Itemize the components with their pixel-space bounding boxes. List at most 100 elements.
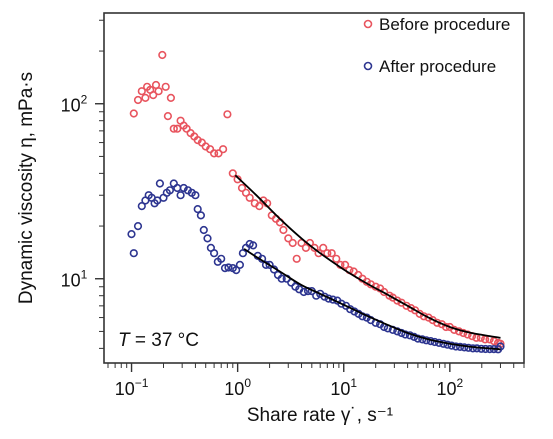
temperature-symbol: T (118, 330, 131, 351)
y-tick-exponent: 2 (81, 93, 88, 107)
data-point (319, 243, 328, 252)
data-point (279, 225, 288, 235)
x-tick-label: 10−1 (115, 376, 149, 399)
data-point (210, 149, 219, 158)
data-point (137, 87, 146, 96)
x-axis: 10−1 100 101 102 (107, 363, 525, 399)
data-point (203, 234, 212, 243)
series-layer (127, 50, 505, 354)
data-point (292, 254, 301, 263)
data-point (463, 330, 472, 339)
x-tick-base: 10 (436, 379, 456, 399)
data-point (127, 230, 136, 239)
data-point (133, 95, 143, 105)
data-point (277, 274, 286, 283)
data-point (327, 249, 336, 258)
y-tick-label: 102 (61, 93, 88, 116)
x-tick-label: 100 (224, 376, 251, 399)
data-point (406, 304, 416, 313)
data-point (489, 337, 499, 346)
data-point (217, 254, 226, 263)
data-point (133, 222, 143, 231)
data-point (161, 82, 170, 91)
data-point (235, 260, 244, 270)
data-point (228, 169, 237, 178)
data-point (191, 191, 200, 200)
data-point (220, 264, 230, 273)
data-point (249, 241, 258, 250)
data-point (284, 234, 293, 243)
data-point (456, 342, 465, 352)
fit-layer (234, 174, 501, 351)
data-point (176, 191, 185, 200)
data-point (163, 111, 172, 121)
data-point (237, 183, 247, 193)
data-point (332, 254, 341, 263)
data-point (341, 260, 350, 270)
series-before-procedure (129, 50, 505, 348)
data-point (214, 149, 223, 158)
data-point (149, 90, 158, 100)
x-tick-exponent: 1 (350, 376, 357, 390)
data-point (232, 266, 241, 275)
x-tick-base: 10 (224, 379, 244, 399)
data-point (141, 93, 150, 102)
data-point (468, 344, 478, 353)
temperature-value: = 37 °C (130, 330, 199, 351)
data-point (460, 343, 469, 352)
data-point (301, 243, 311, 252)
data-point (193, 205, 202, 214)
data-point (402, 301, 411, 310)
data-point (196, 211, 205, 220)
fit-line-before (234, 174, 501, 339)
x-tick-exponent: −1 (135, 376, 149, 390)
legend: Before procedure After procedure (363, 15, 510, 76)
data-point (314, 249, 323, 258)
x-tick-label: 102 (436, 376, 463, 399)
legend-marker-after-procedure (363, 61, 373, 71)
data-point (223, 110, 232, 119)
data-point (413, 334, 423, 343)
legend-label-before-procedure: Before procedure (379, 15, 510, 34)
data-point (182, 124, 191, 133)
y-tick-exponent: 1 (81, 268, 88, 282)
data-point (451, 342, 461, 351)
x-axis-title: Share rate γ˙, s⁻¹ (247, 405, 393, 426)
data-point (297, 238, 306, 248)
data-point (129, 249, 138, 258)
data-point (224, 263, 233, 272)
data-point (288, 238, 297, 248)
data-point (447, 341, 456, 350)
plot-border (103, 12, 525, 364)
y-axis-title: Dynamic viscosity η, mPa·s (16, 72, 37, 304)
x-tick-base: 10 (115, 379, 135, 399)
legend-label-after-procedure: After procedure (379, 57, 496, 76)
x-tick-exponent: 0 (244, 376, 251, 390)
data-point (173, 124, 182, 133)
fit-line-after (243, 248, 501, 351)
data-point (265, 260, 274, 270)
x-tick-exponent: 2 (457, 376, 464, 390)
legend-marker-before-procedure (363, 19, 373, 29)
data-point (169, 124, 178, 133)
data-point (137, 202, 146, 211)
data-point (129, 109, 138, 118)
data-point (219, 145, 228, 154)
data-point (496, 342, 505, 351)
data-point (245, 193, 254, 202)
data-point (199, 225, 208, 235)
data-point (233, 175, 242, 184)
data-point (328, 295, 338, 304)
plot-frame (103, 12, 525, 364)
data-point (155, 179, 164, 188)
y-tick-base: 10 (61, 271, 81, 291)
data-point (158, 50, 167, 60)
x-tick-base: 10 (330, 379, 350, 399)
data-point (255, 202, 264, 211)
data-point (179, 183, 188, 193)
data-point (323, 249, 332, 258)
y-tick-label: 101 (61, 268, 88, 291)
data-point (337, 299, 346, 308)
y-tick-base: 10 (61, 96, 81, 116)
